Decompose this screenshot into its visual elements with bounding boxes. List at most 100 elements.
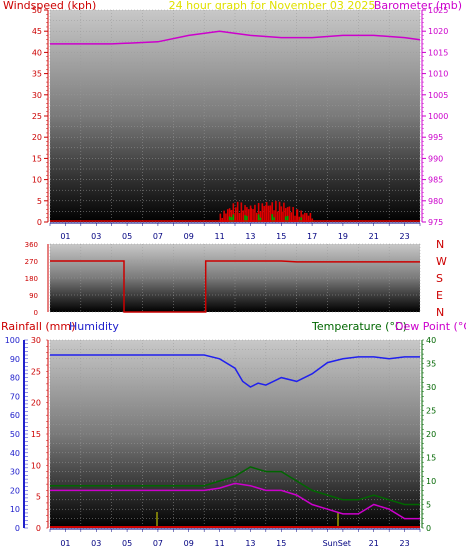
wind-gust-bar [275, 200, 277, 222]
wind-avg-bar [257, 214, 260, 222]
wind-tick-label: 5 [37, 197, 42, 206]
humidity-tick-label: 10 [10, 505, 20, 514]
hour-tick-label: 05 [122, 539, 132, 548]
humidity-label: Humidity [69, 320, 119, 333]
wind-tick-label: 25 [32, 112, 42, 121]
wind-tick-label: 10 [32, 176, 42, 185]
wind-gust-bar [278, 201, 281, 222]
wind-gust-bar [228, 208, 231, 222]
wind-gust-bar [286, 207, 289, 222]
top-hour-axis: 01 03 05 07 09 11 13 15 17 19 21 23 [49, 222, 421, 241]
wind-gust-bar [309, 212, 312, 222]
wind-gust-bar [244, 205, 246, 222]
hour-tick-label: 11 [214, 539, 224, 548]
humidity-axis: 0 10 20 30 40 50 60 70 80 90 100 [5, 336, 28, 533]
header-title: 24 hour graph for November 03 2025 [169, 0, 376, 12]
wind-gust-bar [246, 207, 248, 222]
baro-tick-label: 995 [428, 133, 443, 142]
wind-gust-bar [292, 206, 294, 222]
temp-tick-label: 25 [426, 407, 436, 416]
hour-tick-label: 05 [122, 232, 132, 241]
temp-tick-label: 15 [426, 454, 436, 463]
rain-tick-label: 15 [31, 430, 41, 439]
direction-line [50, 260, 420, 313]
dir-axis: 0 90 180 270 360 [25, 241, 49, 317]
wind-gust-bar [281, 211, 283, 222]
wind-gust-bar [302, 214, 304, 222]
hour-tick-label: 13 [245, 232, 255, 241]
wind-gust-bar [257, 203, 260, 222]
wind-tick-label: 50 [32, 6, 42, 15]
baro-tick-label: 975 [428, 218, 443, 227]
wind-tick-label: 15 [32, 154, 42, 163]
baro-tick-label: 980 [428, 197, 443, 206]
baro-tick-label: 985 [428, 176, 443, 185]
humidity-tick-label: 60 [10, 411, 20, 420]
top-gridlines [49, 9, 421, 223]
rain-tick-label: 30 [31, 336, 41, 345]
humidity-tick-label: 30 [10, 468, 20, 477]
hour-tick-label: 15 [276, 232, 286, 241]
wind-gust-bar [294, 215, 296, 222]
hour-tick-label: 01 [60, 539, 70, 548]
rain-tick-label: 5 [36, 493, 41, 502]
hour-tick-label: 07 [153, 539, 163, 548]
rain-tick-label: 0 [36, 524, 41, 533]
baro-axis: 975 980 985 990 995 1000 1005 1010 1015 1020 1025 [421, 6, 448, 227]
wind-avg-bar [300, 217, 302, 222]
wind-gust-bar [267, 205, 270, 222]
wind-gust-bar [261, 203, 264, 222]
wind-gust-bar [307, 215, 310, 222]
hour-tick-label: 23 [399, 539, 409, 548]
rain-tick-label: 20 [31, 399, 41, 408]
wind-gust-bar [283, 202, 285, 222]
wind-tick-label: 30 [32, 91, 42, 100]
compass-letter: E [436, 289, 443, 302]
wind-axis: 0 5 10 15 20 25 30 35 40 45 50 [32, 6, 49, 227]
wind-gust-bar [221, 217, 224, 222]
wind-gust-bar [276, 211, 279, 222]
hour-tick-label: 09 [184, 232, 194, 241]
wind-gust-bar [284, 208, 287, 222]
baro-tick-label: 1005 [428, 91, 448, 100]
wind-gust-bar [265, 202, 268, 222]
humidity-tick-label: 100 [5, 336, 20, 345]
hour-tick-label: 01 [60, 232, 70, 241]
wind-avg-bar [244, 215, 246, 222]
humidity-tick-label: 40 [10, 449, 20, 458]
baro-tick-label: 1010 [428, 70, 448, 79]
temp-tick-label: 20 [426, 430, 436, 439]
wind-gust-bar [273, 210, 275, 222]
rain-tick-label: 25 [31, 367, 41, 376]
wind-tick-label: 0 [37, 218, 42, 227]
wind-gust-bar [254, 204, 256, 222]
baro-tick-label: 1025 [428, 6, 448, 15]
wind-gust-bar [290, 212, 293, 222]
wind-gust-bar [304, 212, 306, 222]
baro-tick-label: 1015 [428, 48, 448, 57]
wind-gust-bar [252, 209, 254, 222]
wind-tick-label: 35 [32, 70, 42, 79]
wind-avg-bar [246, 216, 248, 222]
hour-tick-label: 17 [307, 232, 317, 241]
temperature-label: Temperature (°C) [311, 320, 407, 333]
wind-avg-bar [273, 217, 275, 222]
wind-gust-bar [235, 207, 237, 222]
wind-gust-bar [298, 216, 301, 222]
rain-axis: 0 5 10 15 20 25 30 [31, 336, 49, 533]
dir-gridlines [49, 243, 421, 313]
wind-gust-bar [226, 209, 229, 222]
wind-tick-label: 40 [32, 48, 42, 57]
wind-tick-label: 20 [32, 133, 42, 142]
humidity-tick-label: 0 [15, 524, 20, 533]
temp-tick-label: 0 [426, 524, 431, 533]
hour-tick-label: 19 [338, 232, 348, 241]
compass-letter: S [436, 272, 443, 285]
hour-tick-label: SunSet [323, 539, 351, 548]
hour-tick-label: 03 [91, 539, 101, 548]
wind-gust-bar [230, 209, 233, 222]
wind-avg-bar [230, 217, 233, 222]
humidity-line [50, 354, 420, 388]
wind-avg-bar [271, 214, 273, 222]
